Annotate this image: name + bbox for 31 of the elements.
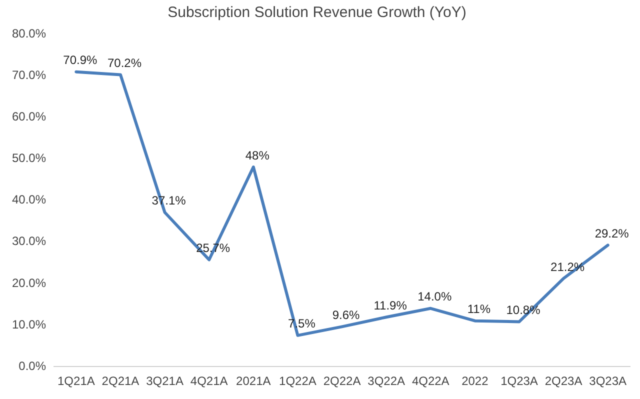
x-tick-label: 1Q23A bbox=[500, 374, 538, 388]
x-tick-label: 1Q21A bbox=[58, 374, 95, 388]
x-tick-label: 2Q23A bbox=[544, 374, 582, 388]
data-label: 9.6% bbox=[332, 308, 360, 322]
y-tick-label: 20.0% bbox=[12, 276, 46, 290]
data-label: 48% bbox=[245, 148, 270, 162]
y-tick-label: 80.0% bbox=[12, 26, 46, 40]
x-tick-label: 4Q22A bbox=[412, 374, 450, 388]
data-label: 11.9% bbox=[374, 298, 408, 312]
x-tick-label: 2021A bbox=[236, 374, 271, 388]
y-tick-label: 60.0% bbox=[12, 109, 46, 124]
x-tick-label: 3Q21A bbox=[146, 374, 184, 388]
y-tick-label: 0.0% bbox=[18, 358, 46, 373]
x-tick-label: 3Q22A bbox=[368, 374, 405, 388]
x-tick-label: 2Q22A bbox=[323, 374, 361, 388]
data-label: 11% bbox=[467, 302, 491, 316]
y-tick-label: 50.0% bbox=[12, 151, 46, 166]
chart-title: Subscription Solution Revenue Growth (YoY) bbox=[168, 4, 466, 22]
y-tick-label: 70.0% bbox=[12, 68, 46, 82]
x-tick-label: 3Q23A bbox=[589, 374, 627, 388]
data-label: 29.2% bbox=[594, 226, 630, 241]
y-tick-label: 10.0% bbox=[12, 317, 46, 332]
data-label: 14.0% bbox=[418, 290, 452, 304]
x-tick-label: 2Q21A bbox=[102, 374, 140, 388]
x-tick-label: 4Q21A bbox=[190, 374, 228, 388]
x-tick-label: 2022 bbox=[462, 374, 489, 388]
y-tick-label: 40.0% bbox=[12, 192, 46, 207]
data-label: 70.2% bbox=[107, 56, 142, 70]
x-tick-label: 1Q22A bbox=[279, 374, 316, 388]
y-tick-label: 30.0% bbox=[12, 234, 46, 248]
data-label: 70.9% bbox=[63, 53, 98, 68]
